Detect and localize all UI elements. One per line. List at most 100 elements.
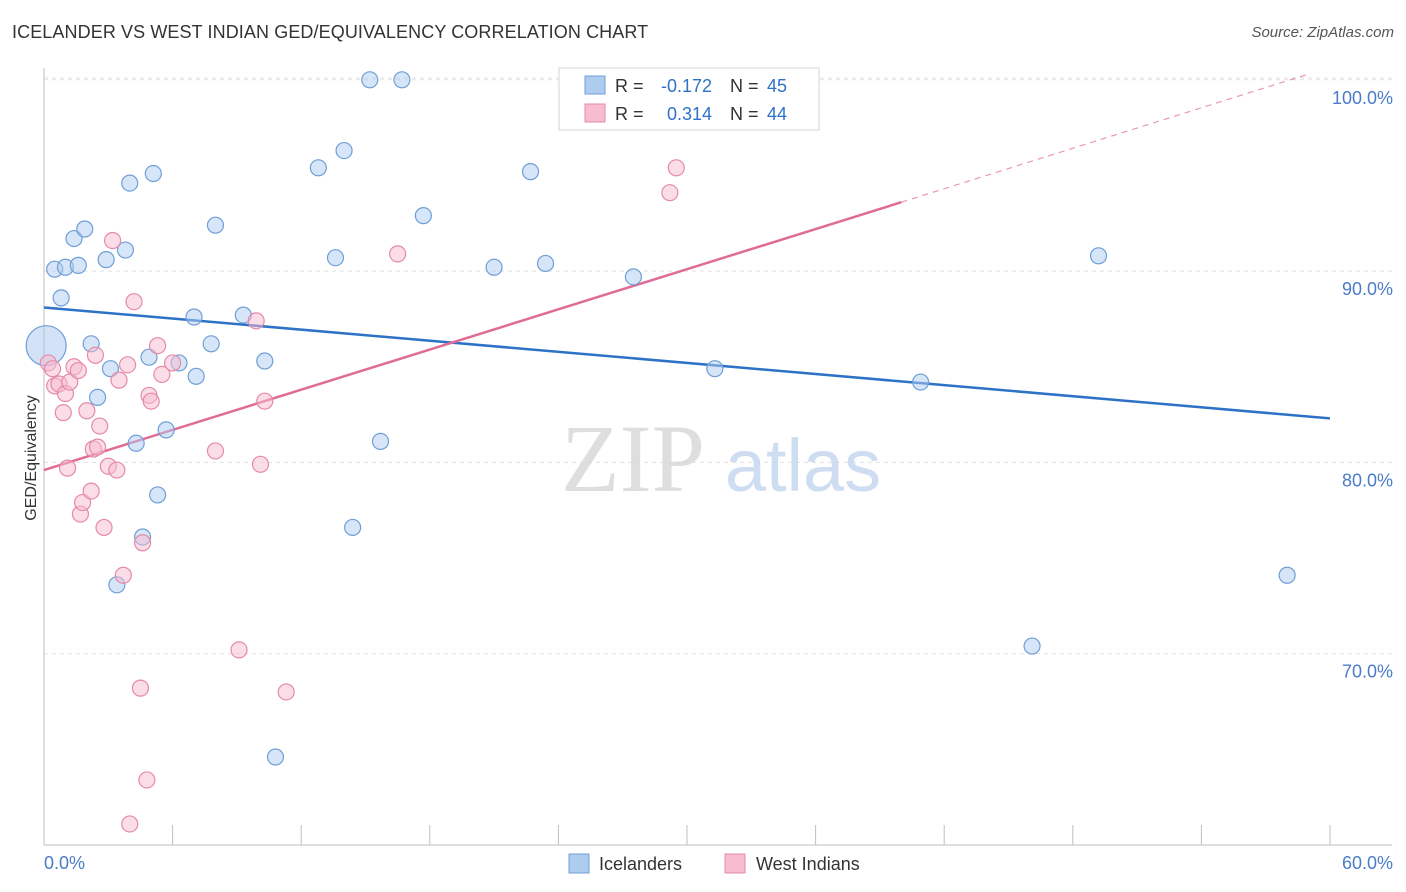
west-indian-point (142, 392, 160, 410)
watermark-zip: ZIP (561, 405, 705, 512)
trend-line-west-indians (43, 201, 902, 472)
stats-n-value-1: 45 (767, 76, 787, 96)
icelander-point (1278, 566, 1296, 584)
icelander-point (1023, 637, 1041, 655)
icelander-point (371, 432, 390, 450)
west-indian-point (58, 459, 77, 477)
icelander-point (52, 289, 70, 307)
icelander-point (335, 141, 353, 160)
legend-label-icelanders: Icelanders (599, 854, 682, 874)
west-indian-point (133, 534, 152, 552)
icelander-point (521, 163, 540, 181)
west-indian-point (114, 566, 132, 584)
stats-n-label-1: N = (730, 76, 759, 96)
icelander-point (157, 421, 175, 439)
x-tick-label: 60.0% (1342, 853, 1393, 873)
icelander-point (185, 308, 203, 326)
icelander-point (69, 256, 87, 274)
icelander-point (361, 71, 379, 89)
icelander-point (1089, 247, 1108, 265)
watermark: ZIP atlas (561, 405, 881, 512)
stats-swatch-west-indians (584, 103, 606, 123)
west-indian-point (88, 438, 107, 456)
west-indian-point (247, 312, 265, 330)
west-indian-point (230, 641, 248, 659)
points-layer (25, 71, 1296, 833)
west-indian-point (54, 404, 72, 422)
west-indian-point (251, 455, 270, 473)
icelander-point (326, 249, 345, 267)
icelander-point (485, 258, 503, 276)
icelander-point (256, 352, 274, 370)
west-indian-point (118, 356, 137, 374)
west-indian-point (148, 337, 167, 355)
stats-n-value-2: 44 (767, 104, 787, 124)
stats-r-label-1: R = (615, 76, 644, 96)
y-tick-label: 80.0% (1342, 470, 1393, 490)
west-indian-point (43, 360, 62, 378)
stats-n-label-2: N = (730, 104, 759, 124)
icelander-point (309, 159, 327, 177)
west-indian-point (131, 679, 150, 697)
west-indian-point (91, 417, 109, 435)
west-indian-point (95, 518, 113, 537)
icelander-point (202, 335, 220, 353)
west-indian-point (138, 771, 156, 789)
west-indian-point (153, 365, 171, 384)
icelander-point (76, 220, 94, 238)
west-indian-point (164, 354, 182, 372)
west-indian-point (667, 159, 685, 177)
west-indian-point (69, 361, 87, 380)
y-tick-label: 90.0% (1342, 279, 1393, 299)
icelander-point (344, 518, 362, 537)
source-label: Source: ZipAtlas.com (1251, 24, 1394, 41)
west-indian-point (103, 231, 122, 250)
icelander-point (65, 229, 83, 248)
icelander-point (206, 216, 225, 234)
west-indian-point (206, 442, 225, 460)
stats-swatch-icelanders (584, 75, 606, 95)
legend-swatch-west-indians (724, 853, 746, 874)
icelander-point (706, 360, 724, 378)
west-indian-point (110, 371, 128, 389)
west-indian-point (73, 493, 92, 512)
stats-r-value-1: -0.172 (661, 76, 712, 96)
chart-title: ICELANDER VS WEST INDIAN GED/EQUIVALENCY… (12, 22, 649, 42)
west-indian-point (86, 346, 105, 364)
west-indian-point (82, 482, 100, 500)
icelander-point (97, 251, 115, 269)
y-tick-label: 70.0% (1342, 662, 1393, 682)
icelander-point (148, 486, 167, 504)
west-indian-point (125, 293, 143, 311)
icelander-point (140, 348, 158, 366)
icelander-point (414, 207, 432, 225)
y-tick-label: 100.0% (1332, 88, 1393, 108)
watermark-atlas: atlas (725, 424, 881, 507)
trend-line-icelanders (43, 306, 1331, 420)
icelander-point (116, 241, 135, 259)
icelander-point (266, 748, 285, 766)
icelander-point (88, 388, 107, 406)
legend-swatch-icelanders (568, 853, 590, 874)
icelander-point (101, 360, 120, 378)
west-indian-point (121, 815, 139, 833)
west-indian-point (256, 392, 274, 410)
icelander-point (393, 71, 411, 89)
legend-label-west-indians: West Indians (756, 854, 860, 874)
icelander-point (624, 268, 643, 286)
icelander-point (121, 174, 139, 192)
west-indian-point (389, 245, 407, 263)
x-tick-label: 0.0% (44, 853, 85, 873)
icelander-point (536, 254, 555, 273)
icelander-point (127, 434, 145, 452)
stats-legend: R = -0.172 N = 45 R = 0.314 N = 44 (558, 67, 820, 131)
west-indian-point (78, 402, 96, 420)
axes-layer: 70.0% 80.0% 90.0% 100.0% 0.0% 60.0% (43, 68, 1393, 873)
stats-r-value-2: 0.314 (667, 104, 712, 124)
y-axis-label: GED/Equivalency (23, 395, 40, 520)
trend-line-extension (901, 73, 1309, 203)
west-indian-point (661, 184, 679, 202)
icelander-point (144, 164, 162, 183)
west-indian-point (277, 683, 295, 701)
